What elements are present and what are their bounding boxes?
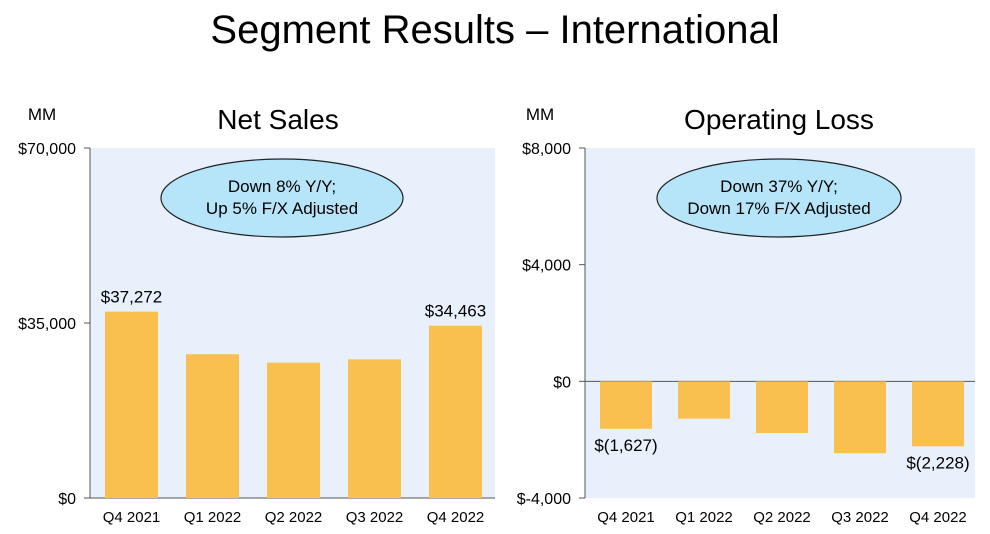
y-tick-label: $8,000 xyxy=(522,141,571,158)
y-tick-label: $70,000 xyxy=(18,141,76,158)
callout-text: Down 37% Y/Y; xyxy=(720,177,838,196)
callout-ellipse xyxy=(656,158,902,238)
bar xyxy=(429,325,482,498)
callout-text: Down 17% F/X Adjusted xyxy=(687,199,870,218)
bar xyxy=(105,311,158,498)
bar xyxy=(348,359,401,498)
callout-ellipse xyxy=(160,158,404,238)
y-tick-label: $0 xyxy=(553,374,571,391)
bar xyxy=(186,354,239,498)
x-tick-label: Q4 2021 xyxy=(597,509,655,526)
data-label: $(1,627) xyxy=(594,436,657,455)
bar xyxy=(678,381,730,419)
callout-text: Down 8% Y/Y; xyxy=(228,177,336,196)
y-tick-label: $35,000 xyxy=(18,316,76,333)
y-tick-label: $-4,000 xyxy=(517,491,571,508)
unit-label: MM xyxy=(28,105,56,124)
x-tick-label: Q4 2022 xyxy=(427,509,485,526)
bar xyxy=(600,381,652,429)
page-title: Segment Results – International xyxy=(210,8,780,52)
bar xyxy=(834,381,886,454)
bar xyxy=(912,381,964,447)
x-tick-label: Q3 2022 xyxy=(831,509,889,526)
y-tick-label: $4,000 xyxy=(522,258,571,275)
x-tick-label: Q1 2022 xyxy=(184,509,242,526)
bar xyxy=(756,381,808,433)
x-tick-label: Q1 2022 xyxy=(675,509,733,526)
net-sales-chart: Net Sales MM $0 $35,000 $70,000 Q4 2021 $37,27… xyxy=(18,104,495,526)
x-tick-label: Q4 2022 xyxy=(909,509,967,526)
bar xyxy=(267,362,320,498)
y-tick-label: $0 xyxy=(58,491,76,508)
x-tick-label: Q2 2022 xyxy=(265,509,323,526)
data-label: $37,272 xyxy=(101,288,162,307)
chart-title: Operating Loss xyxy=(684,104,874,135)
chart-title: Net Sales xyxy=(217,104,338,135)
callout-text: Up 5% F/X Adjusted xyxy=(206,199,358,218)
x-tick-label: Q2 2022 xyxy=(753,509,811,526)
data-label: $34,463 xyxy=(425,302,486,321)
unit-label: MM xyxy=(526,105,554,124)
x-tick-label: Q3 2022 xyxy=(346,509,404,526)
x-tick-label: Q4 2021 xyxy=(103,509,161,526)
data-label: $(2,228) xyxy=(906,453,969,472)
